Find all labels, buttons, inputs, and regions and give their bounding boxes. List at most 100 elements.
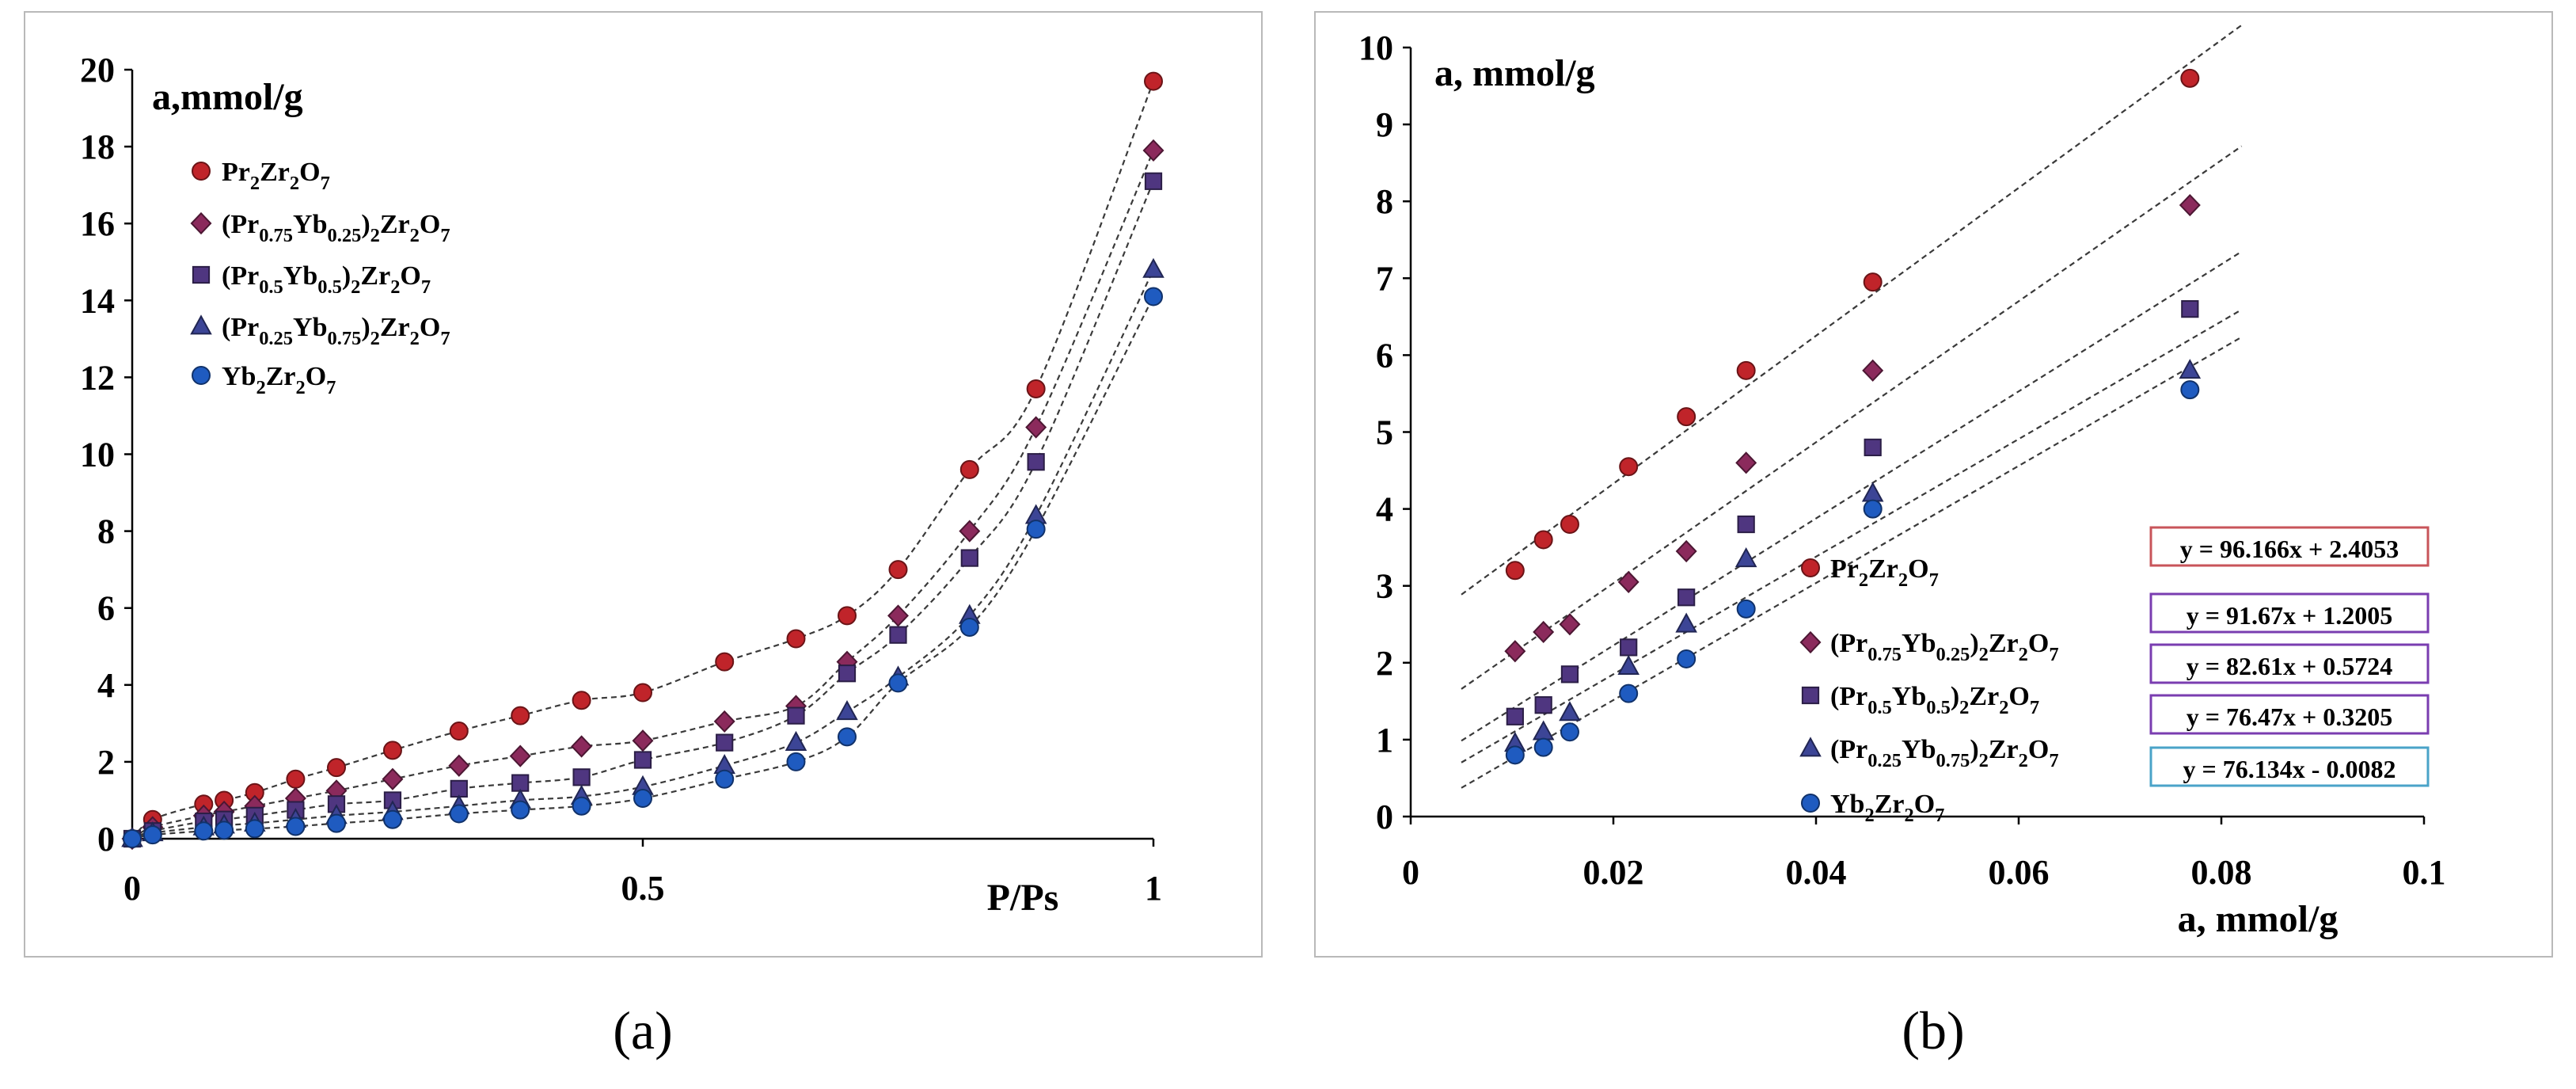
data-point [1027, 453, 1045, 471]
data-point [1026, 520, 1046, 539]
data-point [959, 520, 981, 543]
legend-label: Yb2Zr2O7 [1830, 790, 1944, 826]
data-point [449, 804, 469, 824]
data-point [836, 700, 858, 721]
data-point [1559, 701, 1581, 722]
legend-marker [192, 162, 211, 181]
data-point [1144, 287, 1163, 307]
data-point [2180, 380, 2200, 400]
legend-marker [1801, 686, 1820, 705]
x-axis-label: a, mmol/g [2178, 898, 2339, 940]
data-point [1675, 612, 1697, 633]
data-point [633, 683, 652, 703]
data-point [1677, 649, 1696, 668]
y-tick-label: 20 [80, 51, 115, 89]
trendline [1461, 250, 2243, 742]
data-point [1505, 745, 1525, 765]
data-point [1675, 539, 1697, 563]
x-tick-label: 0 [1402, 853, 1419, 892]
data-point [1863, 272, 1883, 292]
data-point [1619, 457, 1639, 477]
y-tick-label: 0 [97, 820, 115, 859]
y-tick-label: 12 [80, 358, 115, 397]
data-point [511, 774, 530, 792]
data-point [215, 821, 234, 840]
data-point [327, 813, 346, 833]
y-tick-label: 10 [80, 436, 115, 474]
x-tick-label: 0 [123, 869, 141, 908]
y-tick-label: 9 [1376, 105, 1393, 144]
data-point [1734, 546, 1757, 568]
legend-label: (Pr0.5Yb0.5)2Zr2O7 [1830, 682, 2039, 718]
data-point [194, 821, 214, 841]
data-point [382, 809, 402, 829]
x-tick-label: 0.5 [621, 869, 665, 908]
data-point [1504, 640, 1526, 663]
data-point [1560, 515, 1579, 535]
data-point [1025, 416, 1047, 439]
legend-marker [192, 366, 211, 385]
data-point [1677, 407, 1696, 427]
y-tick-label: 8 [97, 512, 115, 551]
data-point [633, 789, 652, 809]
data-point [1736, 599, 1756, 619]
x-tick-label: 0.04 [1786, 853, 1847, 892]
legend-marker [1799, 737, 1822, 757]
data-point [1619, 683, 1639, 703]
data-point [1505, 561, 1525, 581]
trendline-equation: y = 96.166x + 2.4053 [2180, 535, 2399, 563]
data-point [286, 769, 306, 789]
data-point [572, 796, 591, 816]
y-tick-label: 18 [80, 128, 115, 166]
data-point [715, 652, 735, 672]
data-point [1532, 720, 1555, 741]
y-tick-label: 8 [1376, 182, 1393, 221]
data-point [715, 769, 735, 789]
data-point [632, 729, 654, 752]
data-point [509, 744, 531, 767]
x-tick-label: 0.02 [1583, 853, 1644, 892]
data-point [448, 754, 470, 777]
trendline [1461, 24, 2243, 596]
data-point [713, 710, 735, 733]
y-tick-label: 16 [80, 204, 115, 243]
equation-box [2149, 694, 2430, 735]
data-point [1560, 665, 1579, 683]
legend-label: (Pr0.75Yb0.25)2Zr2O7 [222, 210, 450, 246]
data-point [123, 829, 142, 848]
equation-box [2149, 526, 2430, 567]
data-point [1144, 71, 1163, 91]
data-point [1026, 379, 1046, 398]
data-point [787, 706, 805, 725]
y-tick-label: 3 [1376, 567, 1393, 606]
caption-b: (b) [1902, 1000, 1965, 1060]
data-point [571, 735, 593, 758]
data-point [1142, 139, 1165, 162]
x-tick-label: 0.1 [2403, 853, 2446, 892]
data-point [1862, 359, 1884, 382]
equation-box [2149, 746, 2430, 787]
data-point [1533, 530, 1553, 550]
x-tick-label: 0.08 [2191, 853, 2252, 892]
data-point [888, 560, 908, 580]
data-point [1863, 499, 1883, 519]
data-point [245, 819, 264, 839]
chart-a-svg: 0 2 4 6 8 10 12 14 16 18 20 0 0.5 1 a,mmol/g P/Ps Pr2Zr2… [80, 51, 1165, 919]
data-point [2180, 68, 2200, 88]
y-tick-label: 6 [1376, 336, 1393, 375]
y-tick-label: 4 [97, 666, 115, 705]
y-tick-label: 6 [97, 589, 115, 628]
data-point [1620, 638, 1638, 657]
data-point [786, 752, 806, 771]
data-point [1864, 438, 1882, 457]
data-point [382, 767, 404, 790]
trendline [1461, 336, 2243, 789]
trendline [1461, 309, 2243, 763]
data-point [959, 617, 979, 637]
y-tick-label: 7 [1376, 259, 1393, 298]
data-point [1617, 570, 1639, 593]
legend-label: Pr2Zr2O7 [222, 158, 330, 194]
x-axis-label: P/Ps [987, 877, 1059, 919]
y-tick-label: 14 [80, 281, 115, 320]
data-point [889, 626, 907, 644]
